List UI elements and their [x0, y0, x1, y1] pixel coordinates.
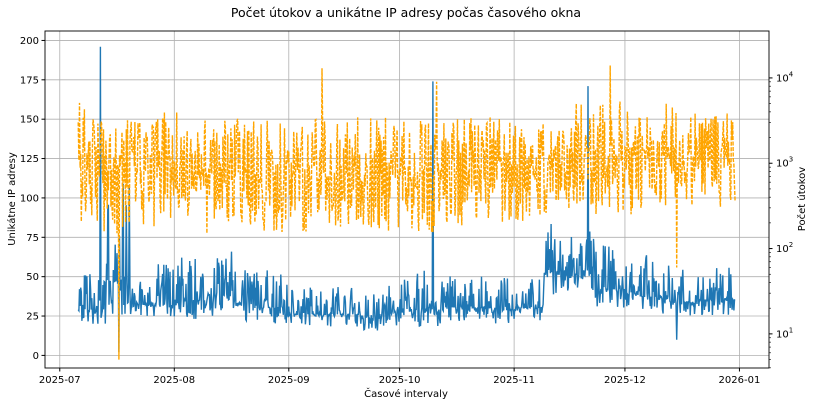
series-lines — [77, 46, 736, 360]
x-tick-label: 2025-11 — [493, 375, 535, 386]
y-left-tick-label: 75 — [26, 233, 39, 244]
grid — [45, 31, 769, 368]
y-left-tick-label: 150 — [20, 115, 39, 126]
x-tick-label: 2025-08 — [153, 375, 195, 386]
y-axis-right-label: Počet útokov — [796, 167, 808, 231]
y-right-tick-label: 103 — [776, 156, 793, 170]
y-left-tick-label: 50 — [26, 272, 39, 283]
y-left-tick-label: 125 — [20, 154, 39, 165]
y-left-tick-label: 200 — [20, 36, 39, 47]
unique-ip-series-line — [77, 46, 736, 353]
y-left-tick-label: 100 — [20, 193, 39, 204]
y-left-tick-label: 175 — [20, 75, 39, 86]
y-right-tick-label: 104 — [776, 70, 794, 84]
y-axis-left-label: Unikátne IP adresy — [6, 152, 18, 246]
x-tick-label: 2025-07 — [39, 375, 81, 386]
y-left-tick-label: 25 — [26, 312, 39, 323]
x-axis-label: Časové intervaly — [364, 387, 448, 400]
y-right-tick-label: 101 — [776, 326, 793, 340]
x-tick-label: 2025-09 — [268, 375, 310, 386]
y-right-tick-label: 102 — [776, 241, 793, 255]
chart-title: Počet útokov a unikátne IP adresy počas … — [231, 5, 581, 20]
y-left-tick-label: 0 — [33, 351, 39, 362]
x-tick-label: 2026-01 — [719, 375, 761, 386]
attacks-series-line — [77, 65, 736, 360]
x-tick-label: 2025-12 — [604, 375, 646, 386]
plot-frame — [44, 30, 770, 369]
x-tick-label: 2025-10 — [379, 375, 421, 386]
